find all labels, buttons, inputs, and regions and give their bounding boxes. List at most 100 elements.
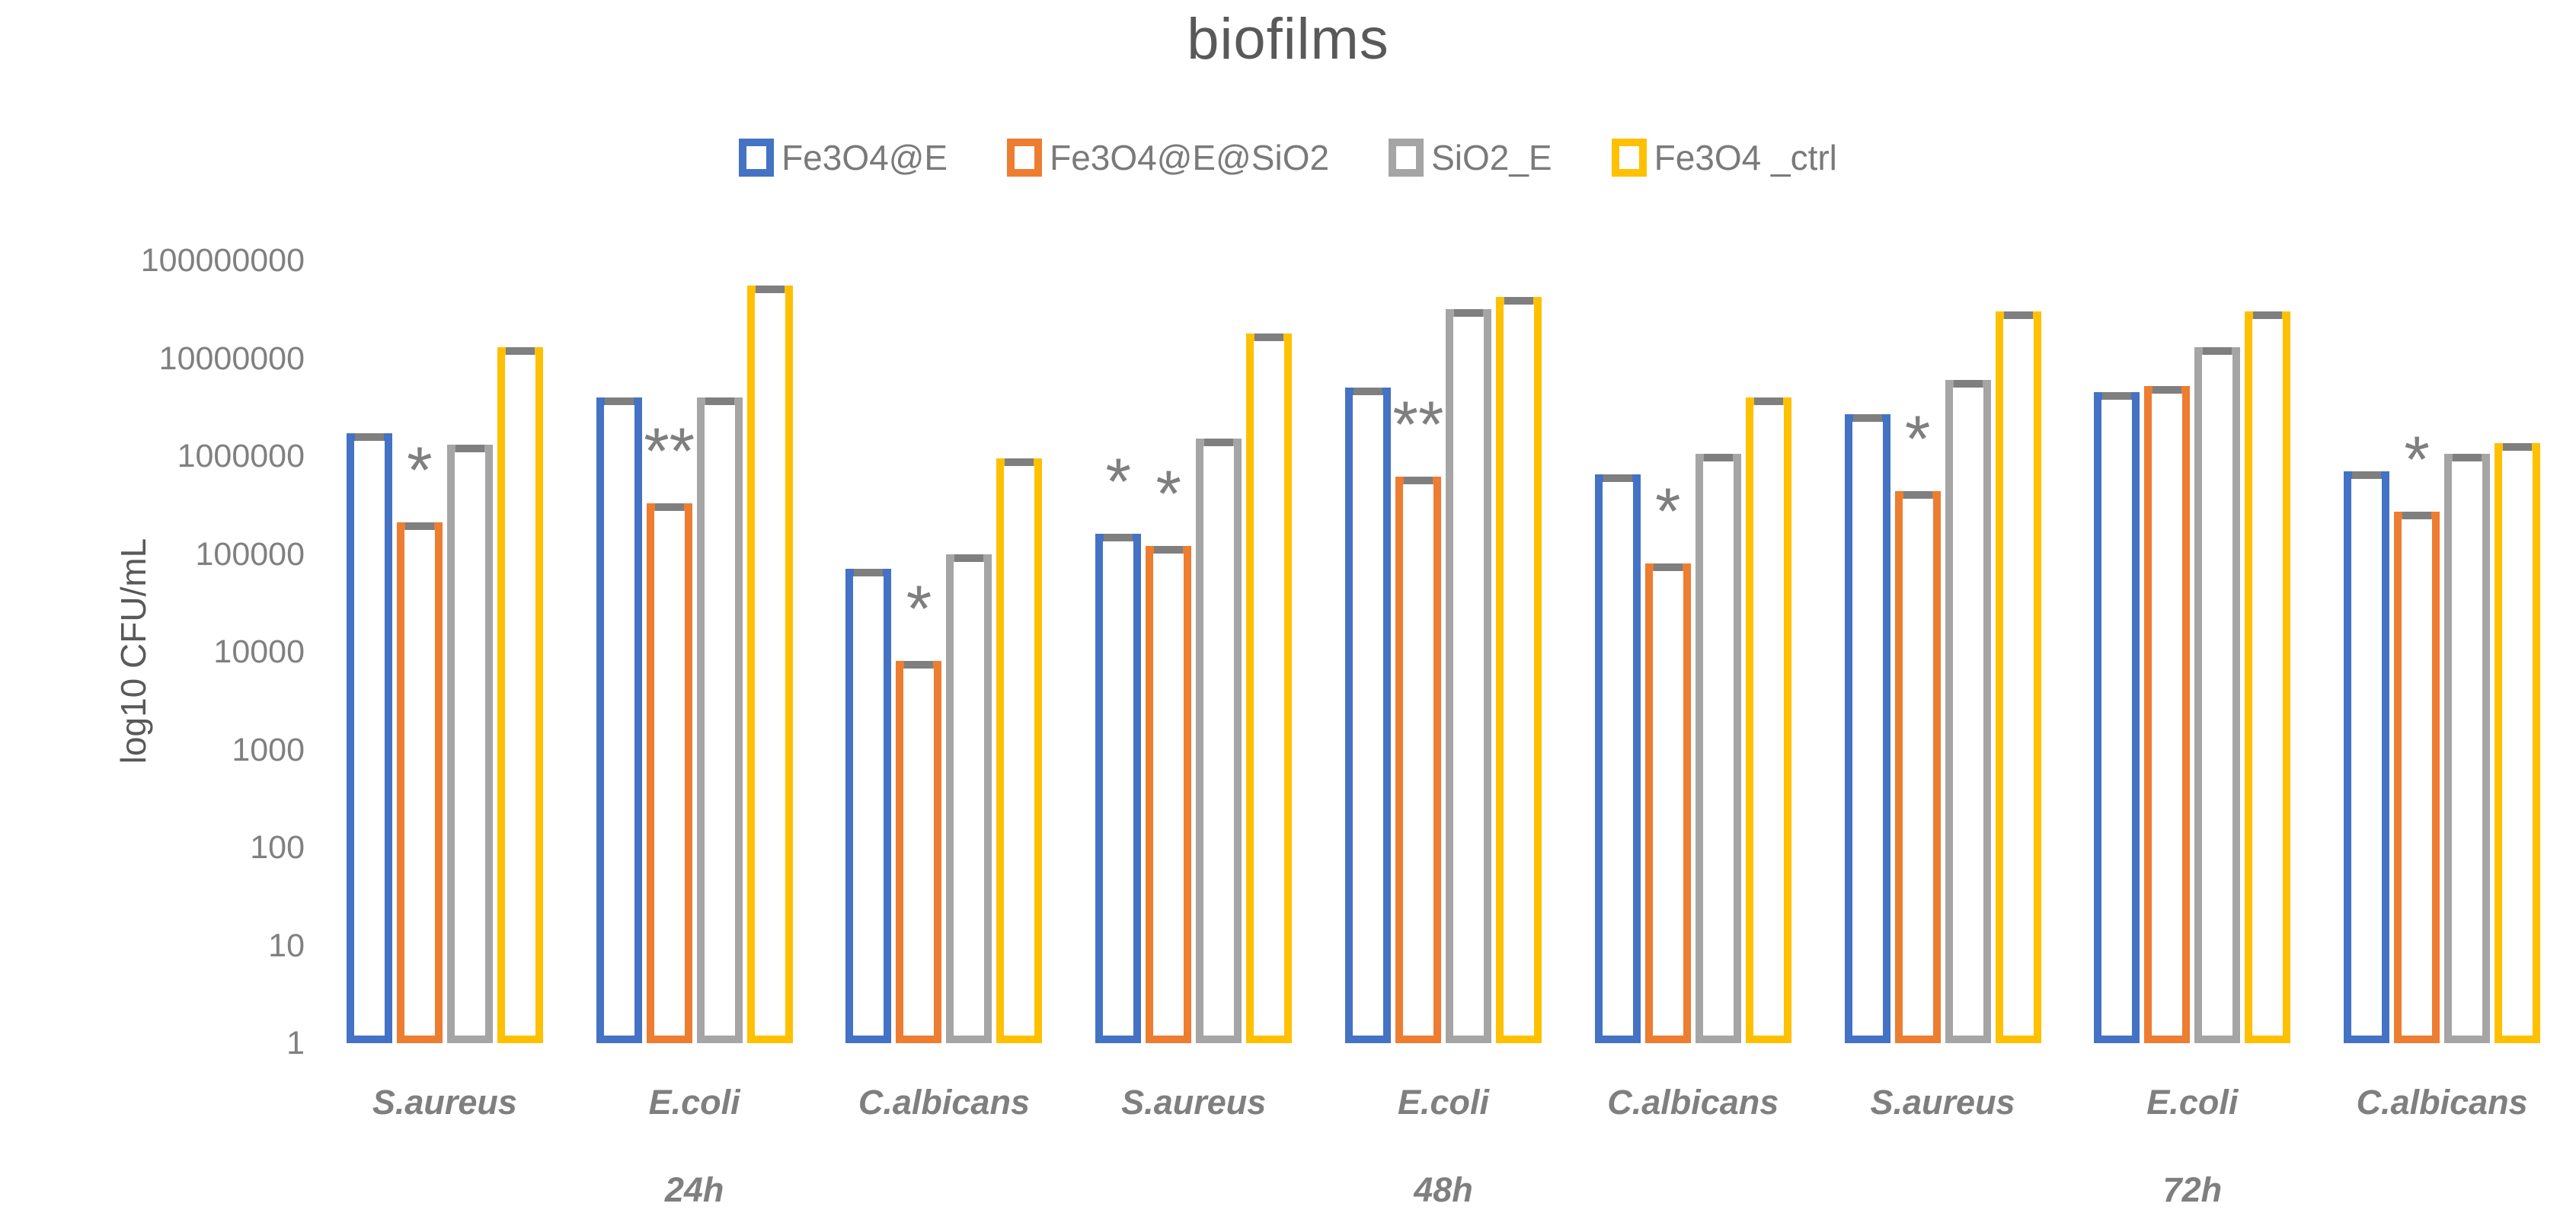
legend-label: Fe3O4@E — [781, 138, 948, 177]
error-bar-cap — [705, 397, 734, 405]
bar-SiO2_E-g2 — [696, 397, 743, 1043]
x-axis-category-label: C.albicans — [2356, 1083, 2528, 1122]
error-bar-cap — [1005, 458, 1034, 466]
bar-Fe3O4@E@SiO2-g7 — [1894, 490, 1941, 1043]
error-bar-cap — [1204, 439, 1234, 447]
legend-item-2: Fe3O4@E@SiO2 — [1007, 137, 1329, 178]
y-axis-tick-label: 10000000 — [158, 340, 305, 377]
error-bar-cap — [2453, 454, 2482, 462]
error-bar-cap — [1903, 490, 1932, 499]
significance-asterisk: ** — [644, 414, 695, 488]
error-bar-cap — [1953, 380, 1983, 388]
error-bar-cap — [1653, 563, 1683, 571]
bar-Fe3O4@E-g8 — [2094, 392, 2140, 1043]
error-bar-cap — [1254, 333, 1284, 341]
x-axis-category-label: E.coli — [1397, 1083, 1490, 1122]
bar-SiO2_E-g8 — [2194, 346, 2241, 1043]
y-axis-tick-label: 100000 — [195, 535, 305, 573]
error-bar-cap — [2102, 392, 2132, 401]
legend-swatch-icon — [1007, 139, 1043, 177]
bar-SiO2_E-g9 — [2444, 454, 2491, 1043]
bar-Fe3O4@E-g6 — [1594, 474, 1641, 1043]
error-bar-cap — [1603, 474, 1632, 483]
x-axis-category-label: C.albicans — [858, 1083, 1030, 1122]
legend-swatch-icon — [1611, 139, 1647, 177]
error-bar-cap — [2203, 346, 2232, 355]
bar-Fe3O4@E@SiO2-g1 — [396, 522, 443, 1043]
bar-Fe3O4_ctrl-g5 — [1496, 297, 1542, 1043]
bar-Fe3O4_ctrl-g9 — [2495, 443, 2541, 1043]
bar-Fe3O4_ctrl-g1 — [497, 346, 543, 1043]
y-axis-tick-label: 1 — [286, 1025, 305, 1061]
x-axis-category-label: E.coli — [648, 1083, 740, 1122]
x-axis-category-label: E.coli — [2146, 1083, 2239, 1122]
chart-legend: Fe3O4@E Fe3O4@E@SiO2 SiO2_E Fe3O4 _ctrl — [0, 137, 2576, 178]
significance-asterisk: * — [1105, 445, 1131, 519]
bar-Fe3O4_ctrl-g8 — [2245, 311, 2291, 1043]
bar-Fe3O4@E@SiO2-g4 — [1146, 546, 1192, 1043]
error-bar-cap — [954, 554, 984, 562]
bar-Fe3O4@E-g2 — [596, 397, 642, 1043]
error-bar-cap — [1703, 454, 1733, 462]
error-bar-cap — [604, 397, 634, 405]
significance-asterisk: * — [2404, 423, 2430, 497]
x-axis-category-label: C.albicans — [1607, 1083, 1779, 1122]
error-bar-cap — [1104, 534, 1133, 542]
significance-asterisk: * — [906, 573, 932, 646]
error-bar-cap — [2402, 512, 2432, 520]
x-axis-category-label: S.aureus — [1870, 1083, 2015, 1122]
legend-swatch-icon — [1389, 139, 1424, 177]
error-bar-cap — [2253, 311, 2283, 320]
error-bar-cap — [854, 569, 884, 577]
error-bar-cap — [2352, 471, 2382, 479]
y-axis-tick-label: 10000 — [213, 634, 305, 670]
error-bar-cap — [2153, 385, 2182, 394]
legend-item-3: SiO2_E — [1389, 137, 1552, 178]
x-axis-category-label: S.aureus — [372, 1083, 517, 1122]
error-bar-cap — [1504, 297, 1533, 305]
error-bar-cap — [2503, 443, 2533, 452]
error-bar-cap — [1154, 546, 1184, 554]
bar-Fe3O4_ctrl-g6 — [1745, 397, 1791, 1043]
significance-asterisk: * — [407, 434, 433, 508]
y-axis-tick-label: 1000000 — [177, 438, 305, 474]
error-bar-cap — [455, 445, 484, 453]
significance-asterisk: * — [1904, 402, 1931, 476]
error-bar-cap — [1354, 388, 1382, 396]
bar-SiO2_E-g4 — [1196, 439, 1242, 1043]
legend-item-1: Fe3O4@E — [739, 137, 948, 178]
error-bar-cap — [654, 503, 684, 511]
bar-Fe3O4_ctrl-g4 — [1246, 333, 1293, 1043]
bar-Fe3O4@E@SiO2-g9 — [2394, 512, 2440, 1043]
x-axis-time-label: 72h — [2162, 1170, 2223, 1209]
significance-asterisk: * — [1155, 458, 1181, 531]
y-axis-tick-label: 100000000 — [140, 242, 305, 279]
bar-Fe3O4@E-g3 — [845, 569, 892, 1043]
bar-SiO2_E-g1 — [446, 445, 493, 1043]
significance-asterisk: ** — [1392, 388, 1444, 461]
y-axis-tick-label: 1000 — [232, 731, 305, 768]
bar-Fe3O4@E-g5 — [1345, 388, 1391, 1043]
bar-Fe3O4_ctrl-g3 — [996, 458, 1043, 1043]
bar-Fe3O4@E@SiO2-g5 — [1395, 476, 1441, 1043]
error-bar-cap — [404, 522, 434, 531]
x-axis-time-label: 24h — [664, 1170, 724, 1209]
error-bar-cap — [1753, 397, 1783, 405]
legend-swatch-icon — [739, 139, 775, 177]
bar-Fe3O4_ctrl-g2 — [746, 286, 793, 1043]
error-bar-cap — [505, 346, 535, 355]
legend-item-4: Fe3O4 _ctrl — [1611, 137, 1837, 178]
legend-label: Fe3O4@E@SiO2 — [1050, 138, 1330, 177]
bar-Fe3O4@E-g4 — [1095, 534, 1142, 1043]
bar-Fe3O4@E@SiO2-g8 — [2144, 385, 2191, 1043]
significance-asterisk: * — [1655, 474, 1681, 548]
bar-Fe3O4@E@SiO2-g3 — [896, 661, 942, 1043]
y-axis-tick-label: 10 — [268, 927, 305, 964]
chart-title: biofilms — [1187, 7, 1389, 72]
bar-Fe3O4_ctrl-g7 — [1995, 311, 2041, 1043]
error-bar-cap — [354, 433, 384, 442]
error-bar-cap — [1404, 476, 1433, 484]
bar-Fe3O4@E@SiO2-g6 — [1644, 563, 1691, 1043]
bar-SiO2_E-g7 — [1945, 380, 1991, 1043]
